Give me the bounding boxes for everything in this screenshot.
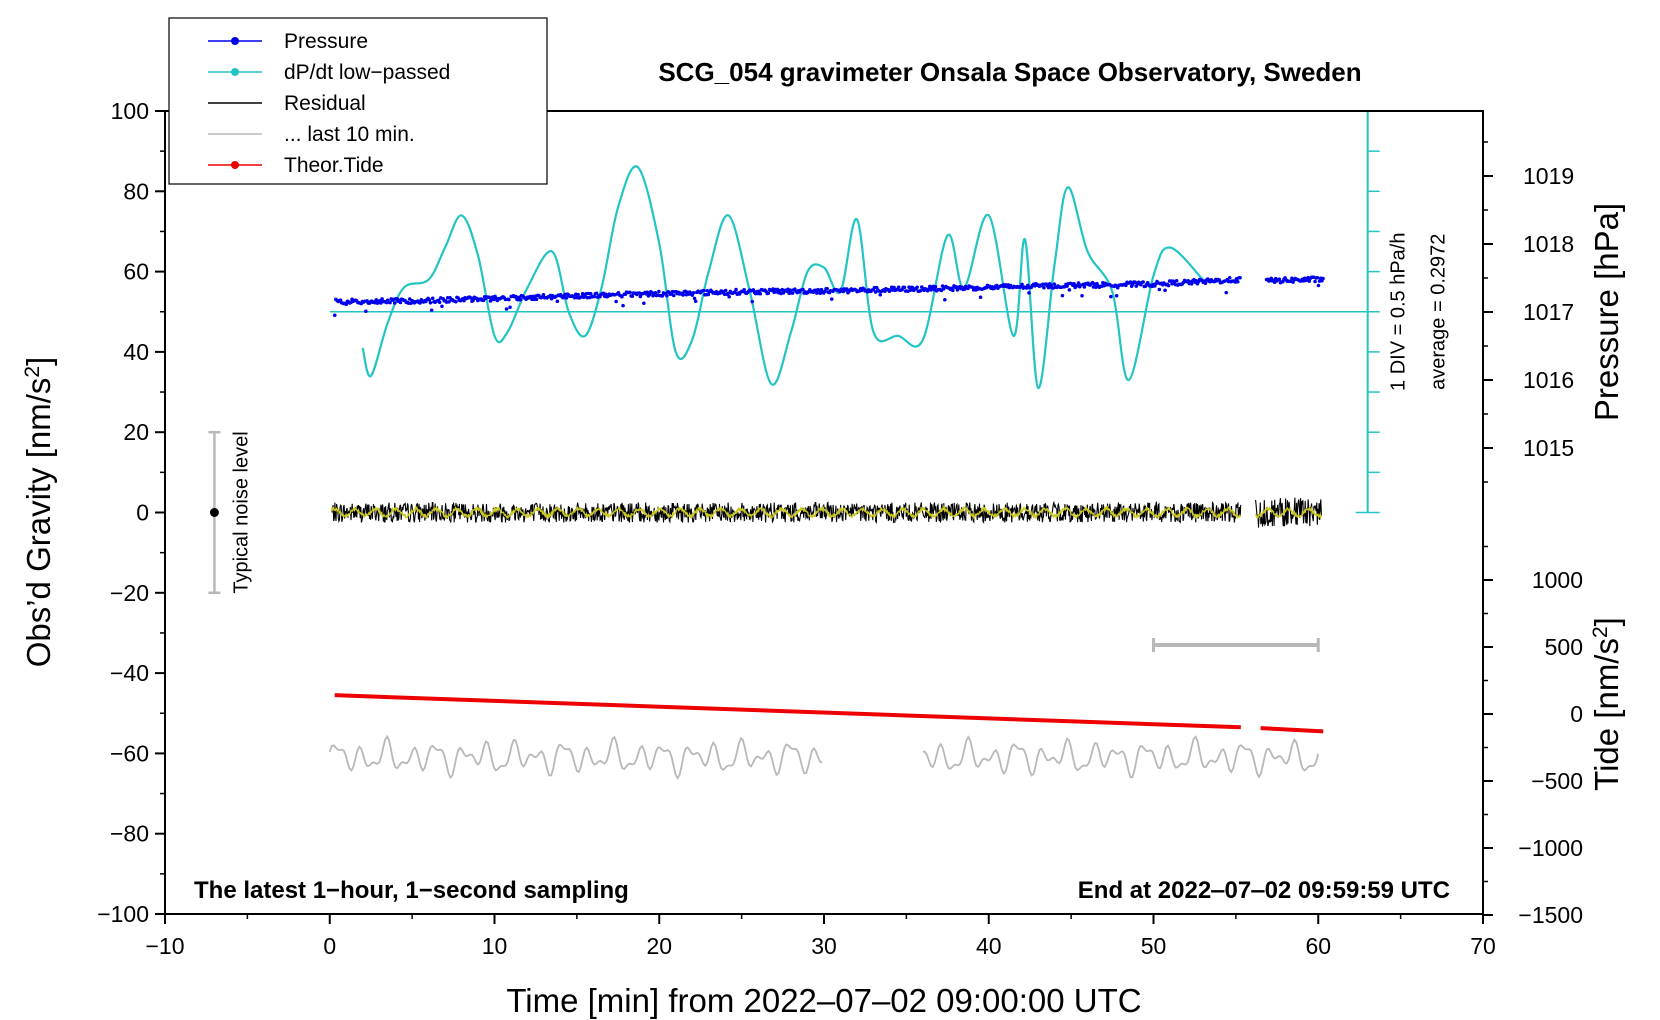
y-tick-label: 100 bbox=[111, 98, 149, 124]
x-tick-label: 0 bbox=[323, 933, 336, 959]
y-tick-label: 0 bbox=[136, 500, 149, 526]
pressure-rate-average-label: average = 0.2972 bbox=[1428, 234, 1450, 390]
legend-marker bbox=[231, 68, 239, 76]
pressure-tick-label: 1016 bbox=[1523, 367, 1574, 393]
y-tick-label: −100 bbox=[97, 901, 149, 927]
y-tick-label: −60 bbox=[110, 740, 149, 766]
legend-marker bbox=[231, 161, 239, 169]
legend-marker bbox=[231, 37, 239, 45]
legend: Pressure dP/dt low−passed Residual ... last… bbox=[168, 17, 548, 185]
pressure-tick-label: 1019 bbox=[1523, 163, 1574, 189]
x-axis-title: Time [min] from 2022‒07‒02 09:00:00 UTC bbox=[506, 982, 1141, 1019]
pressure-tick-label: 1017 bbox=[1523, 299, 1574, 325]
y-axis-title-pressure: Pressure [hPa] bbox=[1588, 203, 1625, 421]
legend-label: ... last 10 min. bbox=[284, 123, 415, 146]
legend-label: Pressure bbox=[284, 30, 368, 53]
y-tick-label: 40 bbox=[123, 339, 149, 365]
y-axis-title-tide: Tide [nm/s2] bbox=[1588, 617, 1625, 791]
annotation-end-time: End at 2022‒07‒02 09:59:59 UTC bbox=[1078, 877, 1450, 904]
x-tick-label: −10 bbox=[145, 933, 184, 959]
y-tick-label: −80 bbox=[110, 821, 149, 847]
residual-line bbox=[330, 500, 1242, 525]
residual-line bbox=[1255, 497, 1322, 528]
y-tick-label: 60 bbox=[123, 259, 149, 285]
tide-tick-label: 500 bbox=[1545, 634, 1583, 660]
y-tick-label: 20 bbox=[123, 419, 149, 445]
y-axis-title-tide-sup: 2 bbox=[1589, 626, 1612, 638]
legend-label: Theor.Tide bbox=[284, 154, 384, 177]
series-layer: 1 DIV = 0.5 hPa/h average = 0.2972 Typical… bbox=[208, 110, 1450, 781]
tide-tick-label: 0 bbox=[1570, 701, 1583, 727]
tide-tick-label: −1000 bbox=[1518, 835, 1583, 861]
noise-bar-label: Typical noise level bbox=[230, 431, 252, 593]
x-tick-label: 20 bbox=[646, 933, 672, 959]
y-axis-title-gravity: Obs’d Gravity [nm/s2] bbox=[20, 357, 57, 668]
chart-title: SCG_054 gravimeter Onsala Space Observat… bbox=[658, 57, 1361, 87]
residual-smoothed-line bbox=[330, 504, 1242, 520]
legend-label: Residual bbox=[284, 92, 366, 115]
last-10-min-line bbox=[922, 735, 1320, 779]
y-tick-label: 80 bbox=[123, 178, 149, 204]
tide-tick-label: 1000 bbox=[1532, 567, 1583, 593]
legend-box bbox=[168, 17, 548, 185]
x-tick-label: 70 bbox=[1470, 933, 1496, 959]
x-tick-label: 50 bbox=[1141, 933, 1167, 959]
x-tick-label: 60 bbox=[1305, 933, 1331, 959]
tide-tick-label: −1500 bbox=[1518, 902, 1583, 928]
theor-tide-line bbox=[334, 693, 1241, 730]
last-10-min-line bbox=[328, 734, 823, 781]
x-tick-label: 30 bbox=[811, 933, 837, 959]
y-axis-title-gravity-main: Obs’d Gravity [nm/s bbox=[20, 378, 57, 668]
legend-label: dP/dt low−passed bbox=[284, 61, 450, 84]
annotation-latest-hour: The latest 1−hour, 1−second sampling bbox=[194, 877, 629, 904]
theor-tide-line bbox=[1260, 726, 1324, 734]
pressure-points bbox=[332, 275, 1325, 317]
residual-smoothed-line bbox=[1254, 505, 1323, 520]
y-tick-label: −20 bbox=[110, 580, 149, 606]
pressure-rate-div-label: 1 DIV = 0.5 hPa/h bbox=[1388, 233, 1410, 391]
y-tick-label: −40 bbox=[110, 660, 149, 686]
y-axis-title-gravity-close: ] bbox=[20, 357, 57, 366]
dpdt-lowpassed-line bbox=[361, 165, 1204, 390]
pressure-tick-label: 1015 bbox=[1523, 435, 1574, 461]
noise-bar-center-dot bbox=[209, 508, 219, 517]
x-tick-label: 10 bbox=[482, 933, 508, 959]
tide-tick-label: −500 bbox=[1531, 768, 1583, 794]
y-axis-title-gravity-sup: 2 bbox=[21, 366, 44, 378]
x-tick-label: 40 bbox=[976, 933, 1002, 959]
y-axis-title-tide-close: ] bbox=[1588, 617, 1625, 626]
y-axis-title-tide-main: Tide [nm/s bbox=[1588, 638, 1625, 791]
pressure-tick-label: 1018 bbox=[1523, 231, 1574, 257]
